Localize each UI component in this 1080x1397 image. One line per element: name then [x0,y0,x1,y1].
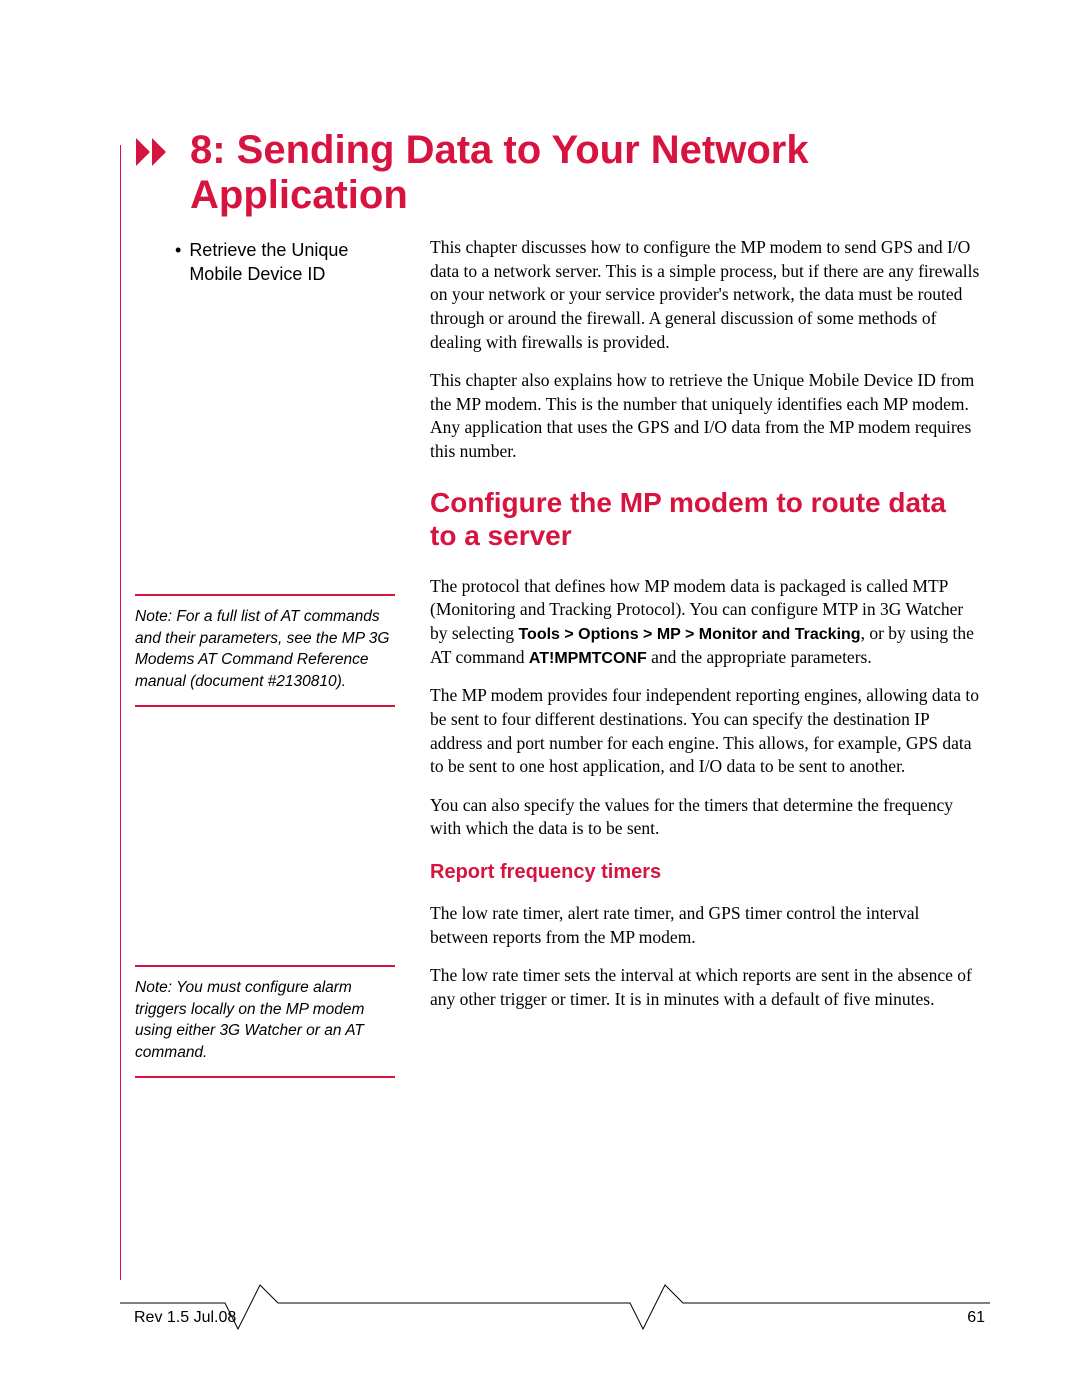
note-text: Note: For a full list of AT commands and… [135,608,389,690]
at-command-bold: AT!MPMTCONF [529,650,647,667]
bullet-icon: • [175,238,181,287]
chapter-chevrons-icon [136,138,168,166]
sidebar-toc: • Retrieve the Unique Mobile Device ID [175,238,395,287]
section2-paragraph-2: The low rate timer sets the interval at … [430,964,980,1011]
main-content: This chapter discusses how to configure … [430,236,980,1027]
section1-paragraph-3: You can also specify the values for the … [430,794,980,841]
menu-path-bold: Tools > Options > MP > Monitor and Track… [518,626,860,643]
intro-paragraph-2: This chapter also explains how to retrie… [430,369,980,464]
section1-paragraph-2: The MP modem provides four independent r… [430,684,980,779]
note-text: Note: You must configure alarm triggers … [135,979,364,1061]
subsection-heading-timers: Report frequency timers [430,861,980,884]
chapter-title: 8: Sending Data to Your Network Applicat… [190,128,980,218]
section2-paragraph-1: The low rate timer, alert rate timer, an… [430,902,980,949]
footer-wave-icon [120,1281,990,1341]
left-vertical-rule [120,145,121,1280]
section-heading-configure: Configure the MP modem to route data to … [430,486,980,553]
footer-page-number: 61 [967,1309,985,1327]
text-run: and the appropriate parameters. [647,647,872,667]
margin-note-alarm-triggers: Note: You must configure alarm triggers … [135,965,395,1078]
toc-item: • Retrieve the Unique Mobile Device ID [175,238,395,287]
document-page: 8: Sending Data to Your Network Applicat… [0,0,1080,1397]
section1-paragraph-1: The protocol that defines how MP modem d… [430,575,980,670]
footer-revision: Rev 1.5 Jul.08 [134,1309,236,1327]
margin-note-at-commands: Note: For a full list of AT commands and… [135,594,395,707]
page-footer: Rev 1.5 Jul.08 61 [120,1281,985,1341]
toc-item-label: Retrieve the Unique Mobile Device ID [189,238,395,287]
intro-paragraph-1: This chapter discusses how to configure … [430,236,980,354]
